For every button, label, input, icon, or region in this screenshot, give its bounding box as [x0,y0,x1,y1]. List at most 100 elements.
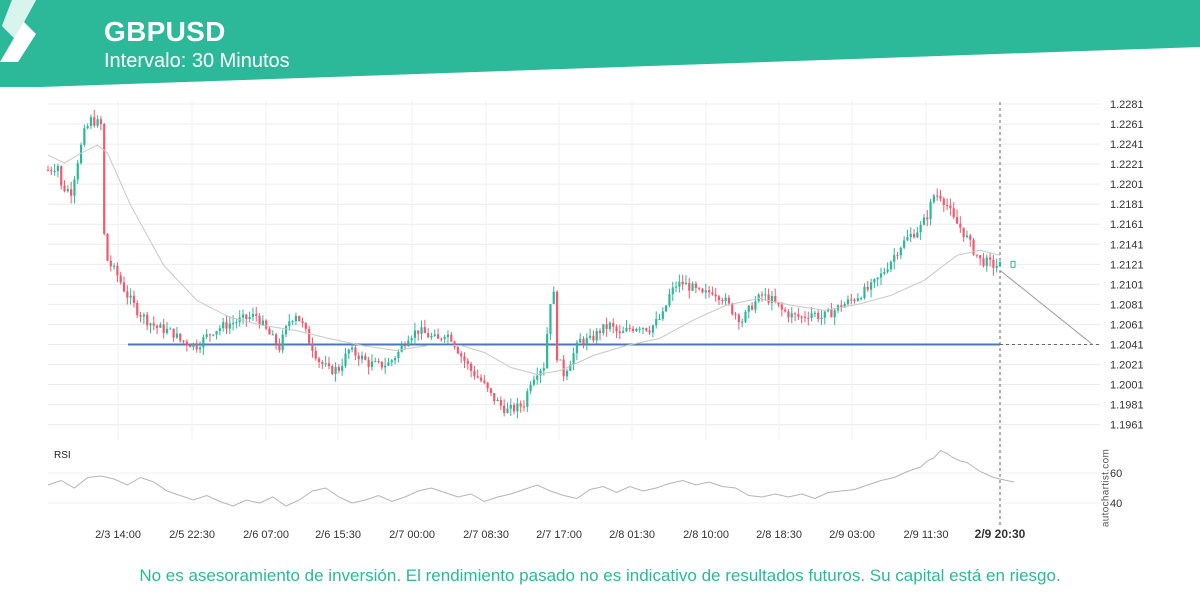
candle-body [374,361,377,363]
candle-body [869,282,873,290]
candle-body [109,260,112,267]
candle-body [512,404,516,412]
candle-body [245,314,248,320]
candle-body [575,342,578,354]
x-tick-label: 2/7 00:00 [389,529,435,541]
candle-body [450,334,453,342]
candle-body [522,406,526,408]
candle-body [308,328,311,344]
y-tick-label: 1.2081 [1110,299,1144,311]
candle-body [757,294,760,302]
candle-body [261,320,264,325]
candle-body [975,254,978,256]
candle-body [813,312,816,314]
x-tick-label: 2/6 15:30 [315,529,361,541]
y-tick-label: 1.2161 [1110,219,1144,231]
candle-body [331,366,334,375]
candle-body [314,350,317,359]
x-tick-label: 2/9 03:00 [829,529,875,541]
candle-body [268,328,271,335]
candle-body [456,347,459,354]
candle-body [998,261,1002,267]
candle-body [863,286,866,299]
candle-body [56,166,60,172]
candle-body [731,303,734,315]
candle-body [493,393,496,402]
candle-body [155,325,159,328]
candle-body [218,328,221,332]
candle-body [747,305,750,312]
candle-body [241,314,245,318]
candle-body [208,334,212,336]
rsi-tick-label: 60 [1110,468,1122,480]
candle-body [66,189,69,192]
candle-body [360,355,364,360]
candle-body [969,235,972,240]
candle-body [106,233,109,261]
candle-body [470,363,473,371]
candle-body [741,321,744,323]
candle-body [400,345,403,352]
candle-body [631,328,635,331]
brand-logo-icon [0,0,36,62]
candle-body [919,224,922,233]
candle-body [734,314,737,316]
candle-body [410,337,413,341]
candle-body [760,294,764,296]
candle-body [427,333,430,338]
candle-body [850,299,853,301]
candle-body [972,239,975,255]
candle-body [860,298,863,300]
candle-body [582,338,585,345]
candle-body [579,338,582,343]
y-tick-label: 1.2061 [1110,319,1144,331]
candle-body [291,321,294,323]
candle-body [212,334,215,336]
candle-body [965,235,969,238]
x-tick-label: 2/9 11:30 [903,529,948,541]
y-tick-label: 1.2221 [1110,159,1144,171]
candle-body [89,117,93,127]
candle-body [671,287,674,295]
candle-body [380,361,383,368]
candle-body [830,309,833,318]
candle-body [483,380,486,383]
candle-body [893,255,896,262]
candle-body [460,353,463,357]
candle-body [641,328,645,330]
candle-body [417,330,420,334]
candle-body [929,201,932,220]
candle-body [714,294,717,297]
candle-body [866,286,869,290]
candle-body [727,297,731,304]
candle-body [939,195,942,199]
candle-body [774,296,777,302]
candle-body [879,273,883,278]
candle-body [962,227,965,238]
candle-body [764,294,767,296]
candle-body [390,360,393,363]
candle-body [136,302,139,316]
header-background [0,0,1200,87]
candle-body [638,328,641,330]
candle-body [96,119,99,126]
candle-body [777,301,780,305]
moving-average-line [47,144,1001,376]
candle-body [565,370,569,377]
candle-body [248,316,251,320]
candle-body [903,240,906,248]
candle-body [684,282,688,285]
candle-body [304,323,307,329]
candle-body [602,324,605,333]
candle-body [215,331,218,335]
candle-body [103,124,106,234]
candle-body [179,333,182,341]
candle-body [377,361,380,363]
candle-body [810,313,813,319]
candle-body [635,329,638,331]
candle-body [119,275,122,283]
candle-body [546,333,549,369]
candle-body [665,305,668,312]
x-tick-label: 2/8 10:00 [683,529,729,541]
candle-body [509,404,512,409]
